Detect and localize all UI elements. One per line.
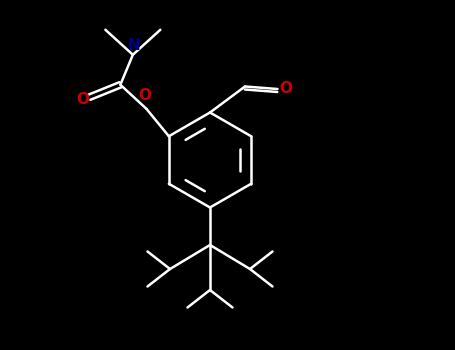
Text: N: N (127, 38, 140, 53)
Text: O: O (279, 80, 292, 96)
Text: O: O (138, 88, 151, 103)
Text: O: O (76, 92, 89, 107)
